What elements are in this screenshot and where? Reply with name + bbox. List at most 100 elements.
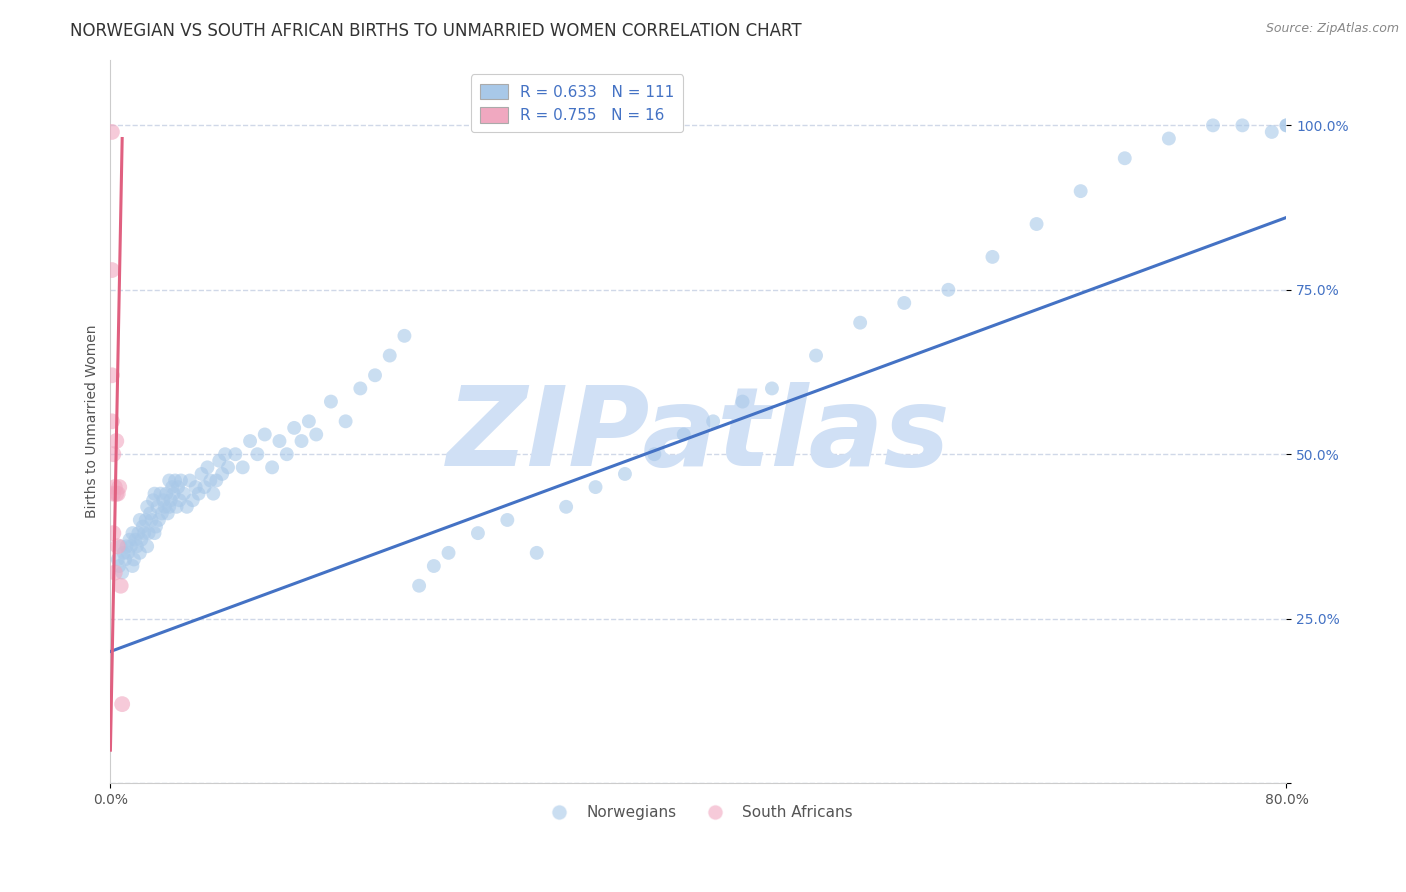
Point — [224, 447, 246, 461]
Point — [143, 526, 166, 541]
Point — [1232, 119, 1254, 133]
Point — [200, 474, 222, 488]
Point — [156, 507, 179, 521]
Point — [496, 513, 519, 527]
Point — [1202, 119, 1225, 133]
Point — [115, 539, 138, 553]
Point — [103, 526, 125, 541]
Point — [1275, 119, 1298, 133]
Text: NORWEGIAN VS SOUTH AFRICAN BIRTHS TO UNMARRIED WOMEN CORRELATION CHART: NORWEGIAN VS SOUTH AFRICAN BIRTHS TO UNM… — [70, 22, 801, 40]
Point — [1070, 184, 1092, 198]
Point — [159, 493, 181, 508]
Point — [170, 474, 193, 488]
Point — [157, 474, 180, 488]
Point — [125, 539, 148, 553]
Point — [804, 349, 827, 363]
Point — [120, 539, 142, 553]
Point — [142, 493, 165, 508]
Point — [283, 421, 305, 435]
Point — [335, 414, 357, 428]
Point — [193, 480, 215, 494]
Point — [253, 427, 276, 442]
Point — [124, 533, 146, 547]
Point — [167, 480, 190, 494]
Point — [205, 474, 228, 488]
Point — [190, 467, 212, 481]
Point — [378, 349, 401, 363]
Point — [166, 500, 188, 514]
Point — [105, 486, 128, 500]
Point — [101, 263, 124, 277]
Point — [467, 526, 489, 541]
Point — [139, 507, 162, 521]
Point — [981, 250, 1004, 264]
Point — [197, 460, 219, 475]
Text: ZIPatlas: ZIPatlas — [447, 383, 950, 490]
Point — [111, 697, 134, 711]
Point — [111, 566, 134, 580]
Point — [1275, 119, 1298, 133]
Point — [107, 539, 129, 553]
Point — [169, 493, 191, 508]
Point — [585, 480, 607, 494]
Point — [127, 526, 149, 541]
Point — [157, 500, 180, 514]
Point — [262, 460, 284, 475]
Point — [101, 125, 124, 139]
Point — [187, 486, 209, 500]
Point — [148, 513, 170, 527]
Point — [162, 486, 184, 500]
Point — [128, 513, 150, 527]
Point — [555, 500, 578, 514]
Point — [849, 316, 872, 330]
Point — [643, 447, 665, 461]
Point — [349, 381, 371, 395]
Point — [613, 467, 636, 481]
Point — [150, 507, 173, 521]
Point — [211, 467, 233, 481]
Point — [893, 296, 915, 310]
Point — [217, 460, 239, 475]
Point — [105, 434, 128, 448]
Point — [136, 539, 159, 553]
Point — [104, 480, 127, 494]
Point — [103, 486, 125, 500]
Point — [101, 368, 124, 383]
Point — [108, 559, 131, 574]
Point — [423, 559, 446, 574]
Point — [117, 546, 139, 560]
Point — [136, 500, 159, 514]
Point — [1025, 217, 1047, 231]
Point — [122, 552, 145, 566]
Point — [214, 447, 236, 461]
Point — [155, 486, 177, 500]
Point — [121, 559, 143, 574]
Point — [1114, 151, 1136, 165]
Point — [103, 447, 125, 461]
Point — [149, 486, 172, 500]
Point — [290, 434, 312, 448]
Point — [146, 500, 169, 514]
Point — [319, 394, 342, 409]
Point — [153, 500, 176, 514]
Point — [128, 546, 150, 560]
Point — [152, 493, 174, 508]
Point — [101, 414, 124, 428]
Text: Source: ZipAtlas.com: Source: ZipAtlas.com — [1265, 22, 1399, 36]
Point — [114, 552, 136, 566]
Point — [938, 283, 960, 297]
Point — [173, 486, 195, 500]
Point — [129, 533, 152, 547]
Point — [731, 394, 754, 409]
Point — [160, 480, 183, 494]
Point — [176, 500, 198, 514]
Point — [104, 566, 127, 580]
Point — [143, 486, 166, 500]
Point — [132, 519, 155, 533]
Point — [145, 519, 167, 533]
Point — [179, 474, 201, 488]
Point — [298, 414, 321, 428]
Point — [118, 533, 141, 547]
Point — [305, 427, 328, 442]
Point — [232, 460, 254, 475]
